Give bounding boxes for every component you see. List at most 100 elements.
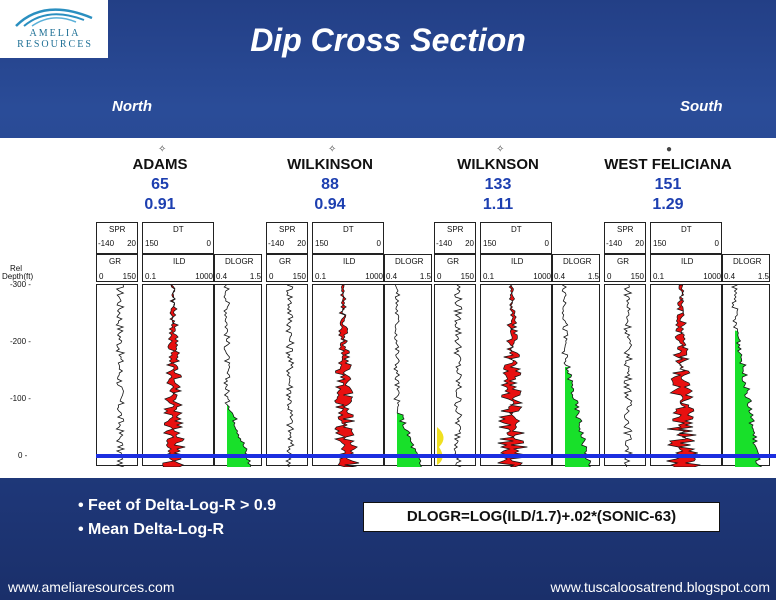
dt-label: DT <box>173 225 184 234</box>
depth-tick: -300 - <box>10 280 31 289</box>
dt-ild-track <box>142 284 214 467</box>
dlogr-fill <box>565 366 591 467</box>
ild-dt-separation-fill <box>666 285 701 467</box>
dlogr-track-header: DLOGR 0.4 1.5 <box>552 254 600 282</box>
ild-track-header: ILD 0.1 1000 <box>480 254 552 282</box>
waves-logo-icon <box>15 8 93 27</box>
gr-curve <box>452 285 463 467</box>
well-number: 133 <box>484 176 512 193</box>
dlogr-curve <box>393 285 422 467</box>
compass-north: North <box>112 98 152 115</box>
dt-track-header: DT 150 0 <box>650 222 722 254</box>
spr-label: SPR <box>617 225 634 234</box>
dt-label: DT <box>511 225 522 234</box>
dt-max: 0 <box>714 239 719 248</box>
dt-max: 0 <box>376 239 381 248</box>
well-number: 151 <box>654 176 682 193</box>
company-logo: AMELIA RESOURCES <box>0 0 108 58</box>
gr-min: 0 <box>437 272 442 281</box>
dlogr-track <box>552 284 600 467</box>
dt-track-header: DT 150 0 <box>312 222 384 254</box>
depth-axis-label-top: Rel <box>10 264 23 273</box>
spr-min: -140 <box>268 239 285 248</box>
spr-max: 20 <box>127 239 136 248</box>
dlogr-label: DLOGR <box>563 257 592 266</box>
spr-gr-track <box>434 284 476 467</box>
well-name: WILKNSON <box>457 156 539 173</box>
dt-ild-track <box>480 284 552 467</box>
gr-curve <box>285 285 295 467</box>
dlogr-label: DLOGR <box>733 257 762 266</box>
gr-curve <box>115 285 126 467</box>
gr-min: 0 <box>607 272 612 281</box>
dt-min: 150 <box>315 239 329 248</box>
spr-min: -140 <box>98 239 115 248</box>
dlogr-fill <box>227 403 251 467</box>
ild-min: 0.1 <box>483 272 495 281</box>
bullet-list: • Feet of Delta-Log-R > 0.9 • Mean Delta… <box>78 494 276 542</box>
ild-max: 1000 <box>365 272 383 281</box>
well-value: 1.11 <box>482 196 514 213</box>
dlogr-curve <box>730 285 762 467</box>
dlogr-curve <box>223 285 252 467</box>
well-symbol: ✧ <box>496 144 505 155</box>
dlogr-track-header: DLOGR 0.4 1.5 <box>722 254 770 282</box>
dlogr-track <box>214 284 262 467</box>
gr-sand-fill <box>437 427 444 465</box>
spr-label: SPR <box>109 225 126 234</box>
ild-label: ILD <box>173 257 186 266</box>
bullet-item: • Mean Delta-Log-R <box>78 521 225 538</box>
gr-curve <box>622 285 634 467</box>
logo-wordmark: AMELIA RESOURCES <box>6 28 104 50</box>
dt-min: 150 <box>653 239 667 248</box>
dt-label: DT <box>343 225 354 234</box>
footer-right-url[interactable]: www.tuscaloosatrend.blogspot.com <box>550 579 770 595</box>
gr-track-header: GR 0 150 <box>434 254 476 282</box>
well-value: 0.91 <box>144 196 176 213</box>
ild-dt-separation-fill <box>162 285 186 467</box>
ild-dt-separation-fill <box>497 285 528 467</box>
gr-min: 0 <box>269 272 274 281</box>
spr-track-header: SPR -140 20 <box>604 222 646 254</box>
dlogr-max: 1.5 <box>249 272 261 281</box>
gr-track-header: GR 0 150 <box>604 254 646 282</box>
dlogr-min: 0.4 <box>554 272 566 281</box>
dlogr-track <box>722 284 770 467</box>
well-name: WEST FELICIANA <box>604 156 732 173</box>
dlogr-label: DLOGR <box>225 257 254 266</box>
well-number: 88 <box>321 176 339 193</box>
spr-track-header: SPR -140 20 <box>266 222 308 254</box>
gr-label: GR <box>617 257 629 266</box>
compass-south: South <box>680 98 723 115</box>
dlogr-track <box>384 284 432 467</box>
logo-line-2: RESOURCES <box>17 39 93 50</box>
spr-min: -140 <box>436 239 453 248</box>
footer-left-url[interactable]: www.ameliaresources.com <box>8 579 175 595</box>
datum-line <box>96 454 776 458</box>
ild-max: 1000 <box>195 272 213 281</box>
gr-max: 150 <box>122 272 136 281</box>
bullet-item: • Feet of Delta-Log-R > 0.9 <box>78 497 277 514</box>
gr-max: 150 <box>292 272 306 281</box>
dt-ild-track <box>650 284 722 467</box>
gr-label: GR <box>279 257 291 266</box>
spr-label: SPR <box>279 225 296 234</box>
dlogr-track-header: DLOGR 0.4 1.5 <box>214 254 262 282</box>
ild-min: 0.1 <box>315 272 327 281</box>
ild-min: 0.1 <box>145 272 157 281</box>
well-symbol: ● <box>666 144 673 155</box>
well-value: 0.94 <box>314 196 346 213</box>
gr-label: GR <box>447 257 459 266</box>
gr-label: GR <box>109 257 121 266</box>
depth-axis-label-bottom: Depth(ft) <box>2 272 34 281</box>
well-symbol: ✧ <box>158 144 167 155</box>
well-value: 1.29 <box>652 196 684 213</box>
dlogr-min: 0.4 <box>386 272 398 281</box>
ild-label: ILD <box>681 257 694 266</box>
ild-label: ILD <box>343 257 356 266</box>
dlogr-fill <box>397 412 422 467</box>
well-number: 65 <box>151 176 169 193</box>
depth-tick: -100 - <box>10 394 31 403</box>
spr-gr-track <box>96 284 138 467</box>
formula-box: DLOGR=LOG(ILD/1.7)+.02*(SONIC-63) <box>363 502 720 532</box>
